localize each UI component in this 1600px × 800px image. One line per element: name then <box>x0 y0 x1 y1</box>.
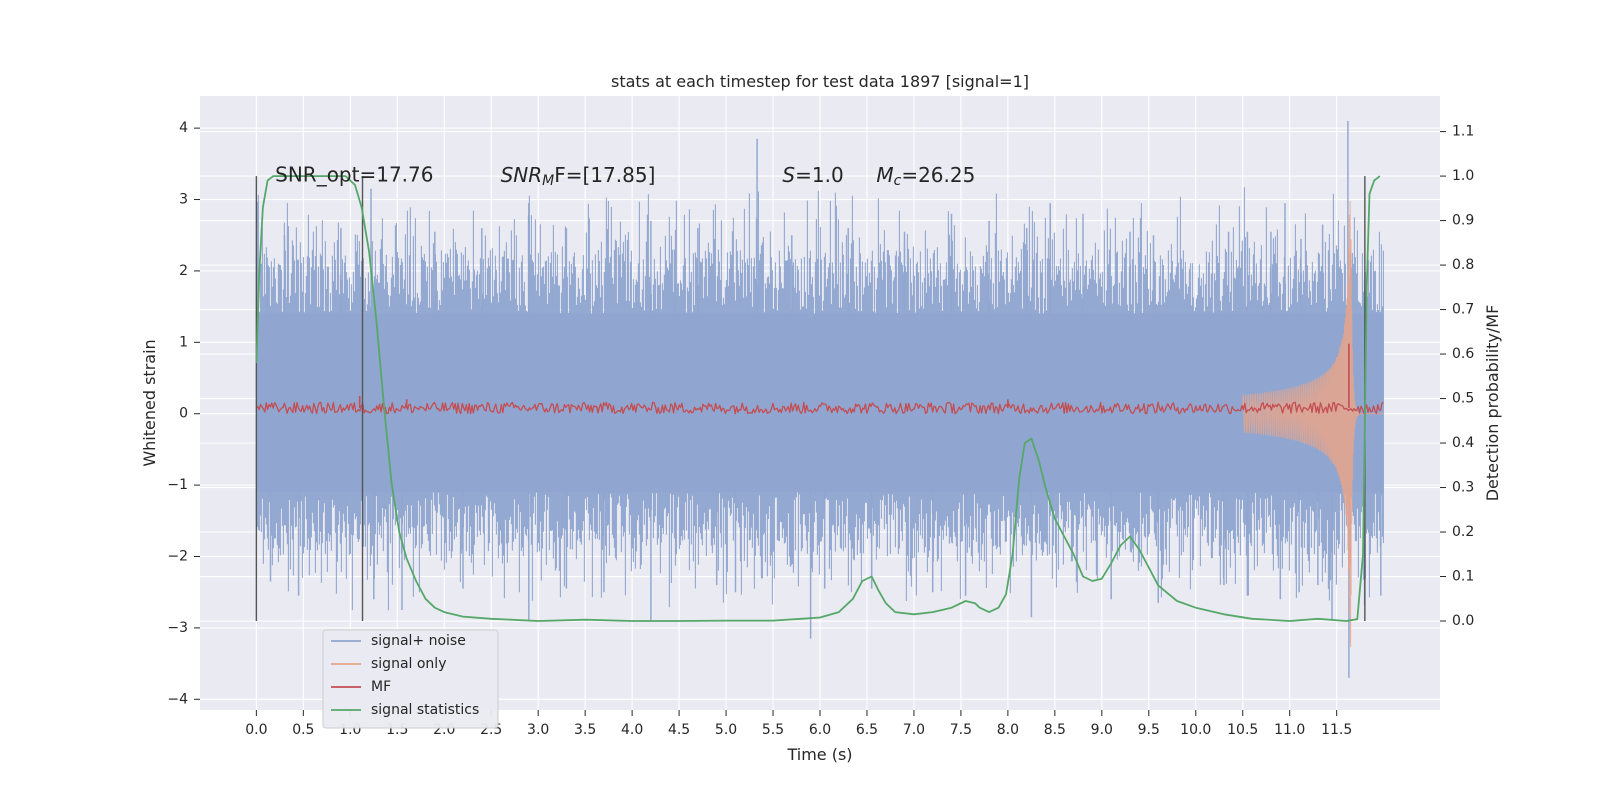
x-axis: 0.0 0.5 1.0 1.5 2.0 2.5 3.0 3.5 4.0 4.5 5.0 5.5 6.0 6… <box>245 710 1352 738</box>
y-axis-left-label: Whitened strain <box>140 339 159 466</box>
y-right-tick-label: 0.5 <box>1452 391 1474 407</box>
mf-spikes <box>358 343 1350 408</box>
y-left-tick-label: 3 <box>179 192 188 208</box>
annotation: Mc=26.25 <box>876 163 975 190</box>
x-axis-label: Time (s) <box>786 745 852 764</box>
legend-label: signal statistics <box>371 702 479 718</box>
x-tick-label: 6.0 <box>809 722 831 738</box>
chart-title: stats at each timestep for test data 189… <box>611 72 1029 91</box>
x-tick-label: 7.5 <box>950 722 972 738</box>
x-tick-label: 9.0 <box>1091 722 1113 738</box>
mf-series <box>255 343 1384 415</box>
legend-label: MF <box>371 679 391 695</box>
y-left-tick-label: −2 <box>167 549 188 565</box>
y-left-tick-label: −1 <box>167 477 188 493</box>
y-right-tick-label: 1.1 <box>1452 124 1474 140</box>
annotations: SNR_opt=17.76 SNRMF=[17.85] S=1.0 Mc=26.25 <box>275 163 975 190</box>
y-left-tick-label: −4 <box>167 691 188 707</box>
noise-core-band <box>256 313 1384 493</box>
x-tick-label: 5.0 <box>715 722 737 738</box>
x-tick-label: 10.0 <box>1180 722 1211 738</box>
x-tick-label: 3.0 <box>527 722 549 738</box>
x-tick-label: 11.0 <box>1274 722 1305 738</box>
x-tick-label: 0.5 <box>292 722 314 738</box>
signal-statistics-line <box>255 175 1381 622</box>
y-left-tick-label: 4 <box>179 120 188 136</box>
x-tick-label: 6.5 <box>856 722 878 738</box>
x-tick-label: 8.5 <box>1044 722 1066 738</box>
y-left-tick-label: 2 <box>179 263 188 279</box>
x-tick-label: 3.5 <box>574 722 596 738</box>
x-tick-label: 4.0 <box>621 722 643 738</box>
legend-label: signal+ noise <box>371 633 466 649</box>
y-right-tick-label: 0.2 <box>1452 524 1474 540</box>
legend-box <box>322 629 499 729</box>
annotation: S=1.0 <box>782 163 843 187</box>
y-right-tick-label: 0.7 <box>1452 302 1474 318</box>
y-left-tick-label: −3 <box>167 620 188 636</box>
annotation: SNR_opt=17.76 <box>275 163 433 187</box>
legend-label: signal only <box>371 656 446 672</box>
y-left-tick-label: 1 <box>179 334 188 350</box>
y-right-tick-label: 0.3 <box>1452 480 1474 496</box>
signal-noise-series <box>255 121 1384 678</box>
y-axis-left: −4 −3 −2 −1 0 1 2 3 4 <box>167 120 200 707</box>
x-tick-label: 11.5 <box>1321 722 1352 738</box>
y-right-tick-label: 0.1 <box>1452 569 1474 585</box>
signal-only-series <box>1242 200 1385 648</box>
x-tick-label: 4.5 <box>668 722 690 738</box>
annotation: SNRMF=[17.85] <box>501 163 656 190</box>
signal-statistics-series <box>255 175 1381 622</box>
mf-trace <box>255 401 1384 415</box>
x-tick-label: 7.0 <box>903 722 925 738</box>
x-tick-label: 0.0 <box>245 722 267 738</box>
y-right-tick-label: 0.0 <box>1452 613 1474 629</box>
y-axis-right: 0.0 0.1 0.2 0.3 0.4 0.5 0.6 0.7 0.8 0.9 1.0 1.1 <box>1440 124 1474 629</box>
y-axis-right-label: Detection probability/MF <box>1483 305 1502 502</box>
legend: signal+ noise signal only MF signal statist… <box>322 629 499 729</box>
x-tick-label: 9.5 <box>1138 722 1160 738</box>
y-left-tick-label: 0 <box>179 406 188 422</box>
y-right-tick-label: 0.4 <box>1452 435 1474 451</box>
y-right-tick-label: 0.8 <box>1452 257 1474 273</box>
y-right-tick-label: 0.9 <box>1452 213 1474 229</box>
y-right-tick-label: 0.6 <box>1452 346 1474 362</box>
x-tick-label: 5.5 <box>762 722 784 738</box>
noise-spikes <box>266 121 1382 678</box>
x-tick-label: 8.0 <box>997 722 1019 738</box>
signal-only-trace <box>1242 200 1385 648</box>
x-tick-label: 10.5 <box>1227 722 1258 738</box>
y-right-tick-label: 1.0 <box>1452 168 1474 184</box>
